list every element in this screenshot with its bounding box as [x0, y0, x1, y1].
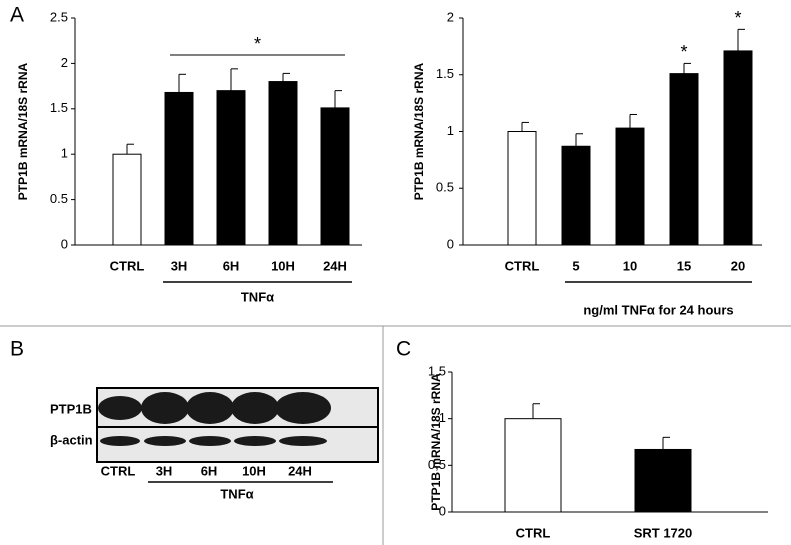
band: [234, 436, 276, 446]
western-blot: PTP1B β-actin CTRL 3H 6H 10H 24H TNFα: [50, 387, 379, 501]
blot-lane-label: 10H: [242, 463, 266, 478]
y-tick-label: 0: [447, 236, 454, 251]
bar: [723, 50, 753, 246]
blot-row-label: β-actin: [50, 432, 93, 447]
group-label: ng/ml TNFα for 24 hours: [583, 302, 733, 317]
band: [275, 392, 331, 424]
bar: [561, 145, 591, 246]
bar: [507, 131, 537, 246]
bar: [268, 81, 298, 246]
band: [144, 436, 186, 446]
y-axis-label: PTP1B mRNA/18S rRNA: [429, 373, 443, 511]
x-tick-label: CTRL: [110, 258, 145, 273]
band: [231, 392, 279, 424]
y-tick-label: 1,5: [428, 363, 446, 378]
significance-star: *: [254, 34, 261, 54]
y-tick-label: 0,5: [428, 457, 446, 472]
y-tick-label: 0.5: [436, 180, 454, 195]
bar: [164, 91, 194, 246]
band: [186, 392, 234, 424]
blot-row-label: PTP1B: [50, 401, 92, 416]
bar: [216, 90, 246, 246]
y-tick-label: 2: [447, 9, 454, 24]
x-tick-label: 15: [677, 258, 691, 273]
x-tick-label: CTRL: [516, 525, 551, 540]
band: [279, 436, 327, 446]
y-tick-label: 1: [61, 146, 68, 161]
x-tick-label: 20: [731, 258, 745, 273]
x-tick-label: 5: [572, 258, 579, 273]
x-tick-label: 6H: [223, 258, 240, 273]
panel-label: B: [10, 338, 24, 361]
band: [141, 392, 189, 424]
significance-star: *: [680, 42, 687, 62]
y-tick-label: 1: [447, 123, 454, 138]
panel-label: C: [396, 338, 411, 361]
bar: [615, 127, 645, 246]
blot-lane-label: 24H: [288, 463, 312, 478]
y-axis-label: PTP1B mRNA/18S rRNA: [412, 62, 426, 200]
band: [189, 436, 231, 446]
blot-group-label: TNFα: [220, 486, 253, 501]
y-tick-label: 1.5: [50, 100, 68, 115]
bar: [320, 107, 350, 246]
y-tick-label: 2: [61, 55, 68, 70]
y-tick-label: 0.5: [50, 191, 68, 206]
bar: [634, 448, 692, 513]
x-tick-label: SRT 1720: [634, 525, 693, 540]
blot-lane-label: CTRL: [101, 463, 136, 478]
significance-star: *: [734, 8, 741, 28]
bar: [112, 153, 142, 246]
blot-lane-label: 6H: [201, 463, 218, 478]
blot-lane-label: 3H: [156, 463, 173, 478]
band: [98, 396, 142, 420]
group-label: TNFα: [241, 289, 274, 304]
y-tick-label: 1: [439, 410, 446, 425]
y-tick-label: 0: [61, 236, 68, 251]
x-tick-label: CTRL: [505, 258, 540, 273]
bar: [504, 418, 562, 513]
y-tick-label: 2.5: [50, 9, 68, 24]
x-tick-label: 3H: [171, 258, 188, 273]
y-axis-label: PTP1B mRNA/18S rRNA: [16, 62, 30, 200]
x-tick-label: 10: [623, 258, 637, 273]
x-tick-label: 24H: [323, 258, 347, 273]
bar: [669, 73, 699, 246]
y-tick-label: 1.5: [436, 66, 454, 81]
y-tick-label: 0: [439, 503, 446, 518]
bands: [98, 392, 331, 446]
x-tick-label: 10H: [271, 258, 295, 273]
band: [100, 436, 140, 446]
panel-label: A: [10, 4, 24, 27]
